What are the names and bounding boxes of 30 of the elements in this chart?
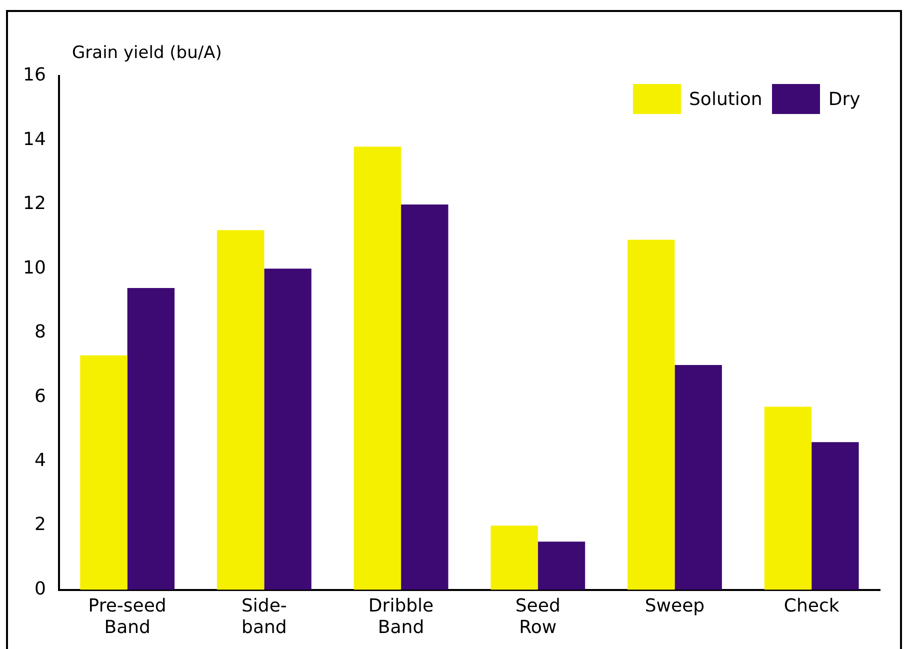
y-tick-label: 4 bbox=[34, 450, 46, 472]
x-tick-label: Dribble Band bbox=[368, 595, 434, 638]
legend-label: Dry bbox=[828, 88, 860, 110]
bar bbox=[628, 240, 675, 590]
bar bbox=[764, 406, 812, 590]
x-tick-label: Sweep bbox=[644, 595, 705, 616]
bar bbox=[127, 288, 175, 590]
bar bbox=[216, 230, 264, 590]
legend-label: Solution bbox=[689, 88, 762, 110]
y-tick-label: 10 bbox=[23, 257, 46, 278]
x-tick-label: Seed Row bbox=[515, 595, 560, 638]
y-tick-label: 6 bbox=[34, 386, 46, 407]
bar bbox=[812, 442, 859, 590]
bar bbox=[538, 542, 586, 590]
bar bbox=[354, 146, 402, 590]
y-tick-label: 14 bbox=[23, 128, 46, 150]
y-tick-label: 12 bbox=[23, 193, 46, 214]
y-tick-label: 16 bbox=[23, 64, 46, 86]
x-tick-label: Side- band bbox=[241, 595, 287, 638]
bar bbox=[401, 204, 448, 590]
y-axis-title: Grain yield (bu/A) bbox=[72, 42, 222, 63]
y-tick-label: 8 bbox=[34, 322, 46, 343]
x-tick-label: Check bbox=[784, 595, 840, 616]
y-tick-label: 2 bbox=[34, 514, 46, 536]
y-tick-label: 0 bbox=[34, 578, 46, 600]
bar bbox=[490, 526, 538, 590]
x-tick-label: Pre-seed Band bbox=[88, 595, 166, 638]
bar bbox=[264, 268, 312, 590]
bar bbox=[674, 365, 722, 590]
bar bbox=[80, 355, 128, 590]
